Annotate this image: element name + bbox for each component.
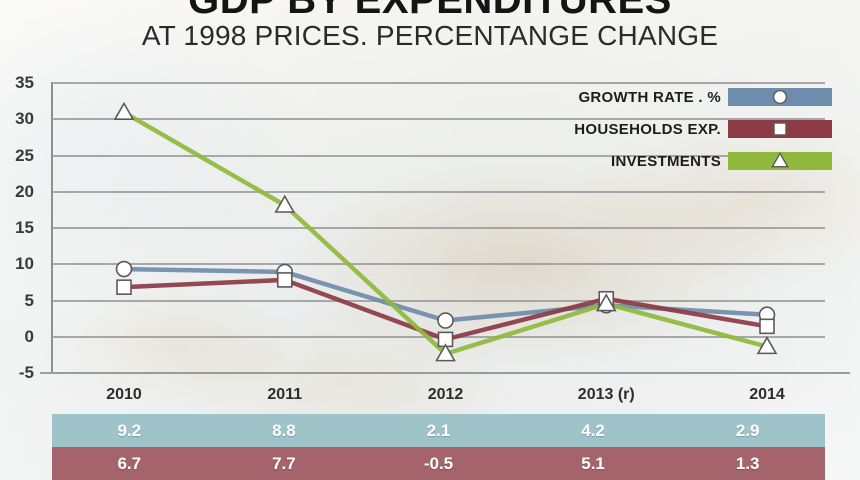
x-axis-tick-1: 2011 bbox=[267, 386, 303, 403]
legend-label-circle: GROWTH RATE . % bbox=[578, 88, 721, 106]
chart-series-lines bbox=[113, 101, 778, 362]
table-cell: -0.5 bbox=[423, 454, 454, 473]
page-subtitle: AT 1998 PRICES. PERCENTANGE CHANGE bbox=[141, 20, 719, 51]
y-axis-tick-1: 30 bbox=[15, 109, 34, 129]
gridline bbox=[52, 190, 825, 193]
legend-item-square: HOUSEHOLDS EXP. bbox=[520, 116, 832, 142]
gridline bbox=[52, 227, 825, 229]
table-cell: 8.8 bbox=[272, 421, 296, 440]
data-point-circle-2010 bbox=[115, 260, 133, 278]
legend-marker-triangle-icon bbox=[771, 152, 789, 168]
x-axis-tick-2: 2012 bbox=[427, 386, 464, 403]
table-cell: 5.1 bbox=[581, 454, 605, 473]
legend-marker-circle-icon bbox=[772, 89, 788, 105]
series-line-square bbox=[123, 277, 768, 342]
data-point-square-2014 bbox=[759, 318, 775, 335]
x-axis-tick-4: 2014 bbox=[749, 386, 785, 403]
data-table: 9.28.82.14.22.96.77.7-0.55.11.330.818.0-… bbox=[52, 414, 825, 480]
table-cell: 9.2 bbox=[117, 421, 142, 440]
y-axis-tick-8: -5 bbox=[18, 363, 34, 382]
gridline bbox=[52, 263, 825, 266]
legend-item-circle: GROWTH RATE . % bbox=[520, 84, 832, 110]
y-axis-tick-3: 20 bbox=[15, 181, 34, 201]
x-axis-tick-0: 2010 bbox=[106, 386, 142, 403]
chart-legend: GROWTH RATE . % HOUSEHOLDS EXP. INVESTMENT… bbox=[520, 84, 832, 180]
legend-swatch-square bbox=[728, 120, 832, 138]
table-cell: 7.7 bbox=[272, 454, 296, 473]
chart-plot-area bbox=[52, 82, 825, 374]
y-axis-tick-4: 15 bbox=[15, 218, 34, 237]
legend-swatch-triangle bbox=[728, 152, 832, 170]
table-row-households: 6.7 7.7 -0.5 5.1 1.3 bbox=[52, 447, 825, 480]
data-point-square-2011 bbox=[276, 272, 293, 288]
data-point-triangle-2011 bbox=[274, 194, 296, 213]
data-point-square-2010 bbox=[116, 279, 132, 295]
data-point-triangle-2012 bbox=[435, 343, 456, 362]
y-axis-tick-2: 25 bbox=[15, 145, 34, 165]
y-axis-tick-7: 0 bbox=[24, 326, 34, 346]
y-axis-tick-0: 35 bbox=[15, 73, 34, 92]
gridline bbox=[52, 118, 825, 121]
legend-item-triangle: INVESTMENTS bbox=[520, 148, 832, 174]
legend-label-square: HOUSEHOLDS EXP. bbox=[574, 120, 721, 138]
table-cell: 2.1 bbox=[426, 421, 451, 440]
page-title: GDP BY EXPENDITURES bbox=[188, 0, 672, 22]
y-axis-tick-5: 10 bbox=[15, 254, 34, 274]
gridline bbox=[52, 82, 825, 84]
table-cell: 4.2 bbox=[581, 421, 605, 440]
gridline bbox=[52, 154, 825, 157]
data-point-triangle-2010 bbox=[113, 101, 135, 121]
x-axis-tick-3: 2013 (r) bbox=[577, 386, 635, 403]
table-cell: 1.3 bbox=[735, 454, 760, 473]
gridline bbox=[52, 372, 825, 374]
table-cell: 2.9 bbox=[735, 421, 760, 440]
legend-marker-square-icon bbox=[773, 122, 787, 136]
table-cell: 6.7 bbox=[117, 454, 142, 473]
data-point-circle-2012 bbox=[437, 312, 454, 329]
table-row-growth: 9.2 8.8 2.1 4.2 2.9 bbox=[52, 414, 825, 447]
legend-label-triangle: INVESTMENTS bbox=[611, 152, 721, 170]
data-point-triangle-2014 bbox=[756, 336, 778, 355]
gridline bbox=[52, 299, 825, 302]
data-point-triangle-2013r bbox=[595, 293, 617, 312]
legend-swatch-circle bbox=[728, 88, 832, 106]
y-axis-tick-6: 5 bbox=[24, 290, 34, 310]
